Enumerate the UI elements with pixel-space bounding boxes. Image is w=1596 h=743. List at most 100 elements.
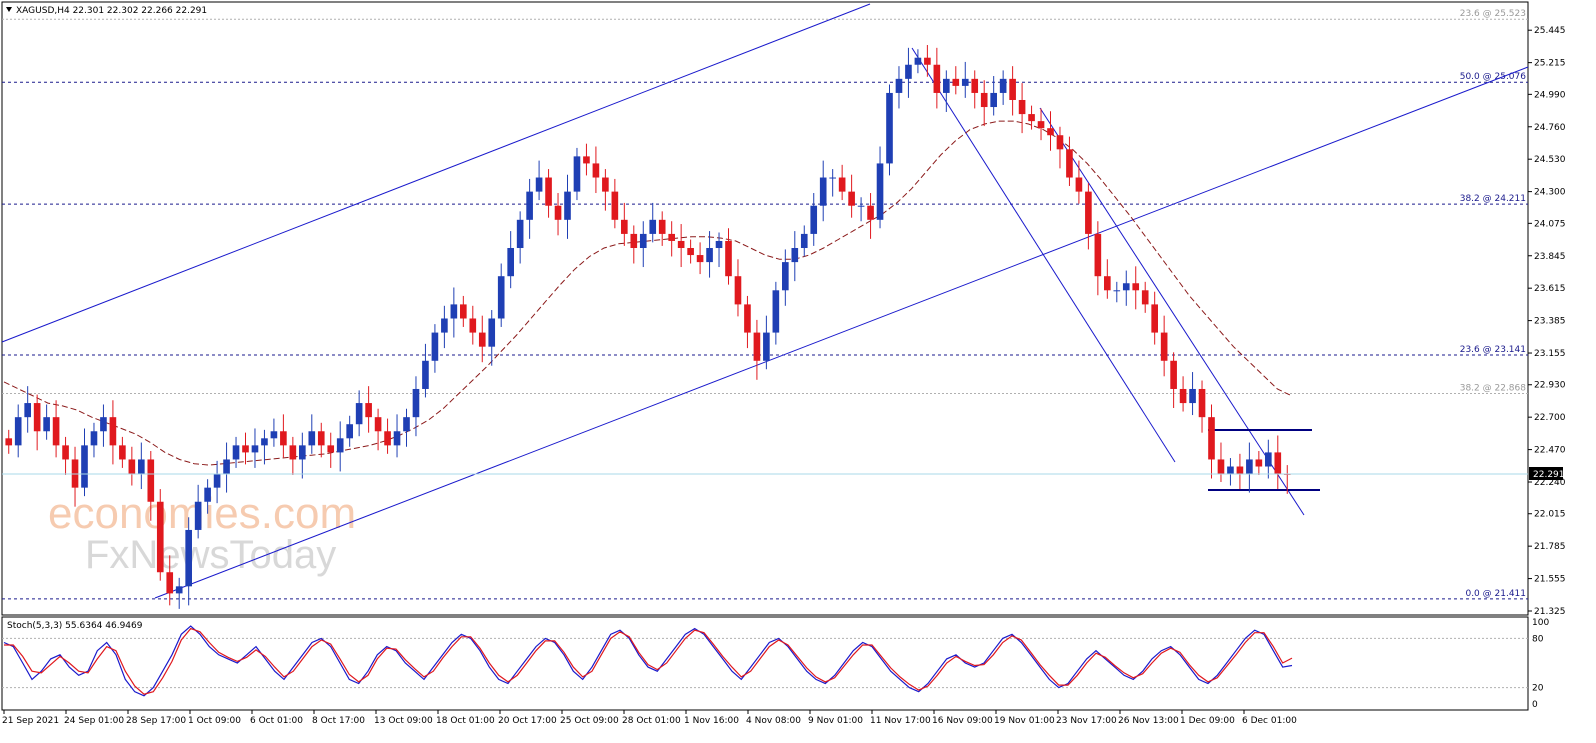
candle-body (327, 445, 335, 453)
candle-body (1236, 466, 1244, 474)
candle-body (545, 177, 552, 206)
candle-body (819, 177, 827, 206)
candle-body (147, 459, 155, 502)
y-tick-label: 25.445 (1534, 26, 1566, 36)
candle-body (403, 417, 410, 432)
candle-body (223, 459, 230, 474)
y-tick-label: 24.760 (1534, 123, 1566, 133)
candle-body (1104, 276, 1111, 291)
x-tick-label: 26 Nov 13:00 (1118, 716, 1179, 726)
candle-body (961, 78, 969, 86)
x-tick-label: 16 Nov 09:00 (932, 716, 993, 726)
candle-body (175, 586, 183, 594)
candle-body (516, 219, 524, 249)
x-tick-label: 23 Nov 17:00 (1056, 716, 1117, 726)
candle-body (848, 191, 855, 206)
x-tick-label: 20 Oct 17:00 (498, 716, 557, 726)
watermark-line1: economies.com (48, 489, 356, 538)
candle-body (488, 318, 496, 347)
trend-lines (1, 3, 1529, 599)
candle-body (1246, 459, 1253, 474)
candle-body (1170, 360, 1177, 389)
current-price-box (1529, 467, 1563, 480)
candle-body (1094, 233, 1102, 277)
y-tick-label: 22.700 (1534, 413, 1566, 423)
candle-body (109, 417, 117, 446)
candle-body (204, 487, 211, 502)
candle-body (431, 332, 439, 361)
candle-body (1208, 417, 1215, 460)
candle-body (1141, 290, 1149, 305)
watermark-line2: FxNewsToday (85, 533, 336, 577)
candle-body (289, 445, 297, 460)
fib-level-label: 23.6 @ 25.523 (1460, 9, 1526, 19)
candle-body (592, 163, 600, 178)
x-tick-label: 1 Nov 16:00 (684, 716, 739, 726)
candle-body (422, 360, 429, 389)
candle-body (1047, 128, 1054, 136)
dropdown-triangle-icon[interactable] (6, 7, 12, 12)
candle-body (497, 276, 505, 319)
candle-body (308, 431, 316, 446)
candle-body (1085, 191, 1092, 234)
candle-body (81, 445, 88, 488)
candle-body (876, 163, 884, 220)
candle-body (800, 233, 808, 249)
candle-body (450, 304, 458, 319)
x-tick-label: 9 Nov 01:00 (808, 716, 863, 726)
candle-body (602, 177, 609, 192)
y-tick-label: 23.385 (1534, 317, 1566, 327)
x-tick-label: 25 Oct 09:00 (560, 716, 619, 726)
moving-average-line (3, 120, 1293, 466)
candle-body (242, 445, 249, 453)
candle-body (336, 438, 344, 453)
candle-body (535, 177, 543, 192)
candle-body (725, 240, 732, 277)
y-tick-label: 21.785 (1534, 542, 1566, 552)
candle-body (895, 78, 903, 93)
candle-body (715, 240, 723, 249)
candle-body (706, 248, 713, 263)
candle-body (990, 92, 997, 108)
candle-body (905, 64, 912, 79)
candle-body (772, 290, 780, 333)
candle-body (507, 248, 514, 277)
candle-body (1113, 290, 1121, 292)
candle-body (261, 438, 268, 446)
candle-body (478, 332, 486, 347)
candle-body (185, 529, 192, 587)
y-tick-label: 21.555 (1534, 575, 1566, 585)
candle-body (943, 78, 950, 93)
candle-body (460, 304, 467, 319)
candle-body (933, 64, 941, 93)
candle-body (696, 255, 704, 263)
candle-body (687, 248, 694, 256)
stoch-main-line (3, 625, 1293, 697)
candle-body (251, 445, 259, 453)
y-tick-label: 22.240 (1534, 478, 1566, 488)
candle-body (611, 191, 619, 220)
candle-body (677, 240, 685, 249)
candle-body (658, 219, 666, 234)
candle-body (346, 424, 353, 439)
x-tick-label: 21 Sep 2021 (2, 716, 59, 726)
candle-body (886, 92, 893, 164)
x-tick-label: 11 Nov 17:00 (870, 716, 931, 726)
candle-body (166, 572, 174, 594)
candle-body (1037, 121, 1045, 129)
x-tick-label: 13 Oct 09:00 (374, 716, 433, 726)
candle-body (573, 156, 581, 192)
y-tick-label: 24.990 (1534, 90, 1566, 100)
candle-body (1265, 452, 1272, 467)
candle-body (33, 403, 41, 432)
x-tick-label: 8 Oct 17:00 (312, 716, 365, 726)
fib-level-label: 38.2 @ 24.211 (1460, 194, 1526, 204)
candle-body (668, 233, 675, 241)
y-tick-label: 24.300 (1534, 188, 1566, 198)
fib-level-label: 23.6 @ 23.141 (1460, 345, 1526, 355)
candle-body (5, 438, 13, 446)
candle-body (100, 417, 107, 432)
stoch-pane (1, 616, 1529, 711)
x-tick-label: 1 Dec 09:00 (1180, 716, 1235, 726)
